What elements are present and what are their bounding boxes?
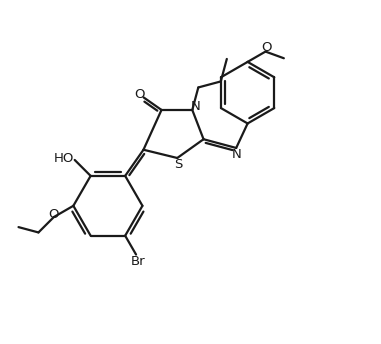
Text: S: S xyxy=(174,158,183,171)
Text: O: O xyxy=(261,41,272,54)
Text: Br: Br xyxy=(131,255,145,268)
Text: HO: HO xyxy=(53,152,74,165)
Text: N: N xyxy=(232,148,242,161)
Text: N: N xyxy=(191,100,201,114)
Text: O: O xyxy=(134,88,144,101)
Text: O: O xyxy=(48,207,58,221)
